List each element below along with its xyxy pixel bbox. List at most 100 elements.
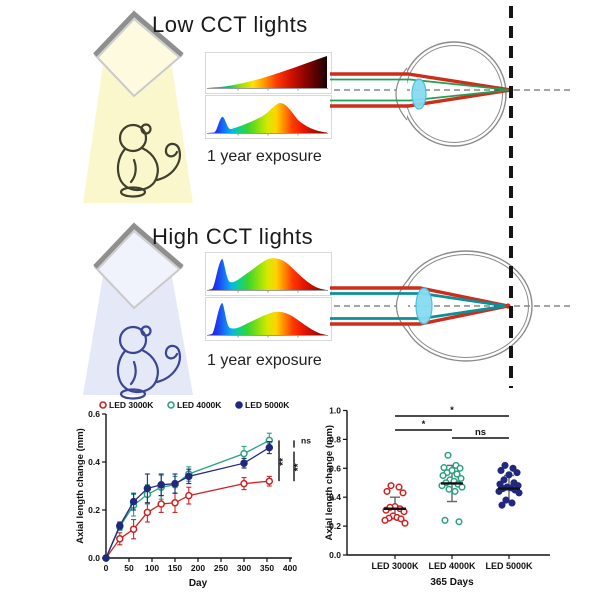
data-point bbox=[157, 481, 165, 489]
monkey-arm bbox=[129, 158, 137, 184]
monkey-legs bbox=[119, 186, 147, 198]
light-ray-red-bottom bbox=[330, 88, 512, 108]
light-ray-red-top bbox=[330, 286, 509, 308]
x-tick-label: 50 bbox=[124, 563, 134, 573]
light-beam-high bbox=[83, 266, 193, 395]
data-point bbox=[513, 469, 521, 477]
data-point bbox=[116, 535, 124, 543]
monkey-low-group bbox=[103, 118, 195, 211]
data-point bbox=[505, 471, 513, 479]
crystalline-lens bbox=[411, 78, 427, 110]
legend-label: LED 3000K bbox=[109, 400, 154, 410]
sig-label: * bbox=[450, 405, 454, 416]
led-5000k-spectrum-image bbox=[205, 297, 332, 341]
data-point bbox=[129, 497, 138, 506]
data-point bbox=[500, 476, 508, 484]
data-point bbox=[240, 449, 248, 458]
y-tick-label: 0.4 bbox=[88, 457, 100, 467]
data-point bbox=[509, 464, 517, 472]
sig-label: ns bbox=[301, 435, 311, 445]
data-point bbox=[498, 501, 506, 509]
sig-label: ** bbox=[293, 463, 304, 471]
data-point bbox=[439, 471, 447, 480]
data-point bbox=[453, 470, 461, 478]
legend-label: LED 4000K bbox=[177, 400, 222, 410]
data-point bbox=[455, 518, 463, 526]
data-point bbox=[399, 489, 407, 497]
y-tick-label: 0.4 bbox=[329, 492, 341, 502]
legend-marker bbox=[167, 401, 175, 409]
y-tick-label: 0.2 bbox=[88, 505, 100, 515]
low-cct-title: Low CCT lights bbox=[152, 12, 308, 37]
data-point bbox=[457, 474, 465, 482]
high-cct-lamp-group bbox=[80, 218, 200, 398]
x-tick-label: 0 bbox=[104, 563, 109, 573]
category-label: LED 3000K bbox=[371, 561, 419, 571]
data-point bbox=[185, 472, 193, 481]
data-point bbox=[157, 500, 165, 508]
data-point bbox=[397, 515, 405, 523]
data-point bbox=[501, 461, 509, 469]
cornea bbox=[395, 67, 408, 121]
eye-diagram-myopic bbox=[330, 250, 570, 362]
data-point bbox=[387, 482, 395, 490]
monkey-icon bbox=[116, 123, 181, 198]
data-point bbox=[265, 477, 274, 485]
data-point bbox=[445, 485, 453, 493]
light-ray-green-top bbox=[330, 78, 511, 91]
high-cct-title: High CCT lights bbox=[152, 224, 314, 249]
data-point bbox=[515, 489, 523, 497]
legend-marker bbox=[235, 401, 243, 409]
low-cct-lamp-group bbox=[80, 6, 200, 208]
lamp-frame-highlight-high bbox=[96, 229, 180, 271]
high-exposure-label: 1 year exposure bbox=[207, 352, 322, 369]
y-axis-label: Axial length change (mm) bbox=[325, 425, 335, 541]
x-tick-label: 150 bbox=[168, 563, 182, 573]
data-point bbox=[102, 554, 110, 562]
monkey-icon-high bbox=[116, 325, 181, 400]
low-exposure-label: 1 year exposure bbox=[207, 148, 322, 165]
legend-marker bbox=[99, 401, 107, 409]
x-axis-label: Day bbox=[189, 578, 208, 589]
lamp-frame-high bbox=[93, 222, 184, 269]
monkey-high-group bbox=[103, 320, 195, 413]
sig-label: * bbox=[422, 419, 426, 430]
y-tick-label: 0.2 bbox=[329, 521, 341, 531]
incandescent-spectrum-image bbox=[205, 52, 332, 94]
data-point bbox=[508, 499, 516, 507]
y-tick-label: 0.8 bbox=[329, 434, 341, 444]
data-point bbox=[240, 479, 248, 488]
monkey-belly bbox=[116, 147, 139, 192]
x-tick-label: 250 bbox=[214, 563, 228, 573]
data-point bbox=[444, 451, 452, 459]
line-chart: 0 50 100 150 200 250 300 350 400 0.0 0.2 0.4 0.6 Day A… bbox=[73, 396, 331, 600]
eye-diagram-emmetropic bbox=[330, 41, 572, 147]
led-4000k-spectrum-curve bbox=[208, 258, 327, 290]
x-axis-label: 365 Days bbox=[430, 577, 474, 588]
led-5000k-spectrum-curve bbox=[208, 302, 327, 335]
crystalline-lens bbox=[415, 287, 433, 325]
data-point bbox=[129, 525, 138, 533]
light-ray-red-top bbox=[330, 72, 512, 92]
data-point bbox=[395, 483, 403, 491]
data-point bbox=[458, 483, 466, 491]
y-tick-label: 0.6 bbox=[329, 463, 341, 473]
data-point bbox=[171, 499, 179, 507]
data-point bbox=[143, 508, 152, 517]
scatter-chart: 0.0 0.2 0.4 0.6 0.8 1.0 Axial length change (m… bbox=[324, 396, 600, 600]
data-point bbox=[240, 459, 248, 467]
lamp-icon-high bbox=[83, 222, 193, 395]
retina-reference-dashed-line bbox=[509, 6, 513, 388]
monkey-ear bbox=[140, 123, 152, 135]
legend-label: LED 5000K bbox=[245, 400, 290, 410]
x-tick-label: 300 bbox=[237, 563, 251, 573]
monkey-back bbox=[135, 146, 159, 192]
lamp-frame bbox=[93, 10, 184, 57]
led-4000k-spectrum-image bbox=[205, 252, 332, 296]
x-tick-label: 350 bbox=[260, 563, 274, 573]
data-point bbox=[185, 491, 193, 500]
data-point bbox=[451, 487, 459, 495]
sig-label: ** bbox=[278, 458, 289, 466]
data-point bbox=[441, 516, 449, 524]
